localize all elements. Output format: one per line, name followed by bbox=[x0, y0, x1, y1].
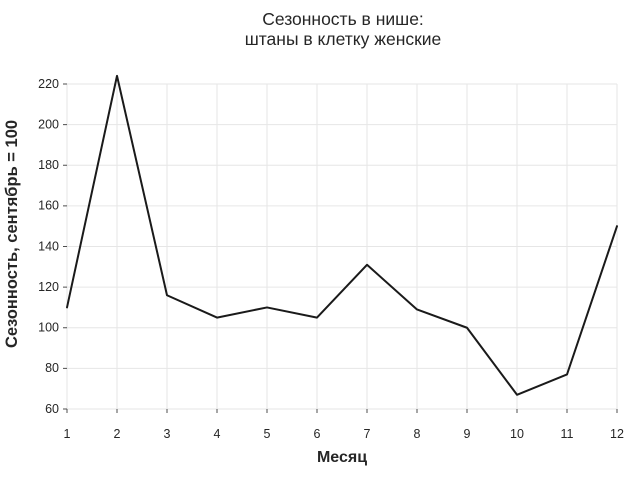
svg-text:60: 60 bbox=[45, 402, 59, 416]
svg-text:Сезонность, сентябрь = 100: Сезонность, сентябрь = 100 bbox=[3, 120, 21, 348]
svg-text:180: 180 bbox=[38, 158, 59, 172]
svg-text:2: 2 bbox=[114, 427, 121, 441]
svg-text:5: 5 bbox=[264, 427, 271, 441]
svg-text:11: 11 bbox=[561, 427, 574, 441]
svg-text:Месяц: Месяц bbox=[317, 449, 367, 466]
svg-text:10: 10 bbox=[510, 427, 524, 441]
svg-text:200: 200 bbox=[38, 117, 59, 131]
svg-text:4: 4 bbox=[214, 427, 221, 441]
svg-text:7: 7 bbox=[364, 427, 371, 441]
svg-text:1: 1 bbox=[64, 427, 71, 441]
svg-text:120: 120 bbox=[38, 280, 59, 294]
svg-text:12: 12 bbox=[610, 427, 624, 441]
svg-text:8: 8 bbox=[414, 427, 421, 441]
svg-text:80: 80 bbox=[45, 361, 59, 375]
svg-text:220: 220 bbox=[38, 77, 59, 91]
svg-text:3: 3 bbox=[164, 427, 171, 441]
svg-text:160: 160 bbox=[38, 199, 59, 213]
svg-text:Сезонность в нише:: Сезонность в нише: bbox=[262, 9, 424, 29]
svg-text:6: 6 bbox=[314, 427, 321, 441]
svg-text:100: 100 bbox=[38, 321, 59, 335]
svg-text:9: 9 bbox=[464, 427, 471, 441]
svg-text:140: 140 bbox=[38, 239, 59, 253]
svg-text:штаны в клетку женские: штаны в клетку женские bbox=[245, 29, 442, 49]
